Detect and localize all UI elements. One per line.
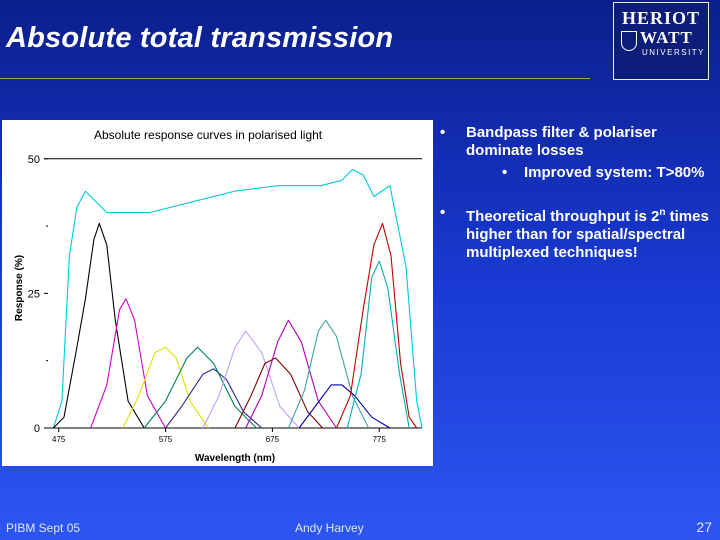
y-tick-label: 50 <box>28 154 40 166</box>
y-tick-label: 0 <box>34 423 40 435</box>
series-line-8 <box>234 357 324 429</box>
page-number: 27 <box>696 519 712 535</box>
logo-line-watt: WATT <box>640 28 693 47</box>
university-logo: HERIOT WATT UNIVERSITY <box>613 2 709 80</box>
logo-line-university: UNIVERSITY <box>642 48 706 57</box>
x-tick-label: 575 <box>159 435 173 444</box>
sub-bullet-marker: • <box>502 164 508 181</box>
crest-icon <box>621 31 637 51</box>
slide-title: Absolute total transmission <box>6 22 394 54</box>
footer-center: Andy Harvey <box>295 521 364 535</box>
title-underline <box>0 78 590 79</box>
sub-bullet-item: • Improved system: T>80% <box>466 164 710 182</box>
chart-title: Absolute response curves in polarised li… <box>94 128 323 142</box>
bullet-text: Bandpass filter & polariser dominate los… <box>466 124 657 159</box>
bullet-text-after: times higher than for spatial/spectral m… <box>466 208 709 261</box>
x-axis-label: Wavelength (nm) <box>195 453 275 464</box>
bullet-item-losses: • Bandpass filter & polariser dominate l… <box>440 124 710 182</box>
bullet-marker: • <box>440 204 446 221</box>
sub-bullet-text: Improved system: T>80% <box>524 164 705 181</box>
series-line-3 <box>90 298 166 429</box>
bullet-superscript: n <box>659 207 666 218</box>
bullet-marker: • <box>440 124 446 141</box>
y-axis-label: Response (%) <box>14 255 25 321</box>
series-line-2 <box>52 222 145 429</box>
logo-line-heriot: HERIOT <box>621 8 701 28</box>
series-line-4 <box>122 346 209 429</box>
series-line-12 <box>335 222 418 429</box>
series-line-1 <box>52 168 423 429</box>
series-line-13 <box>346 260 410 429</box>
chart-svg: Absolute response curves in polarised li… <box>14 128 423 464</box>
response-chart: Absolute response curves in polarised li… <box>2 120 433 466</box>
x-tick-label: 775 <box>373 435 387 444</box>
series-line-11 <box>298 384 391 429</box>
series-line-9 <box>245 319 337 429</box>
bullet-text-before: Theoretical throughput is 2 <box>466 208 660 225</box>
y-tick-label: 25 <box>28 288 40 300</box>
x-tick-label: 475 <box>52 435 66 444</box>
footer-left: PIBM Sept 05 <box>6 521 81 535</box>
series-line-7 <box>202 330 300 429</box>
series-line-10 <box>287 319 370 429</box>
x-tick-label: 675 <box>266 435 280 444</box>
bullet-item-throughput: • Theoretical throughput is 2n times hig… <box>440 204 710 262</box>
bullet-list: • Bandpass filter & polariser dominate l… <box>440 124 710 284</box>
series-line-6 <box>143 346 257 429</box>
